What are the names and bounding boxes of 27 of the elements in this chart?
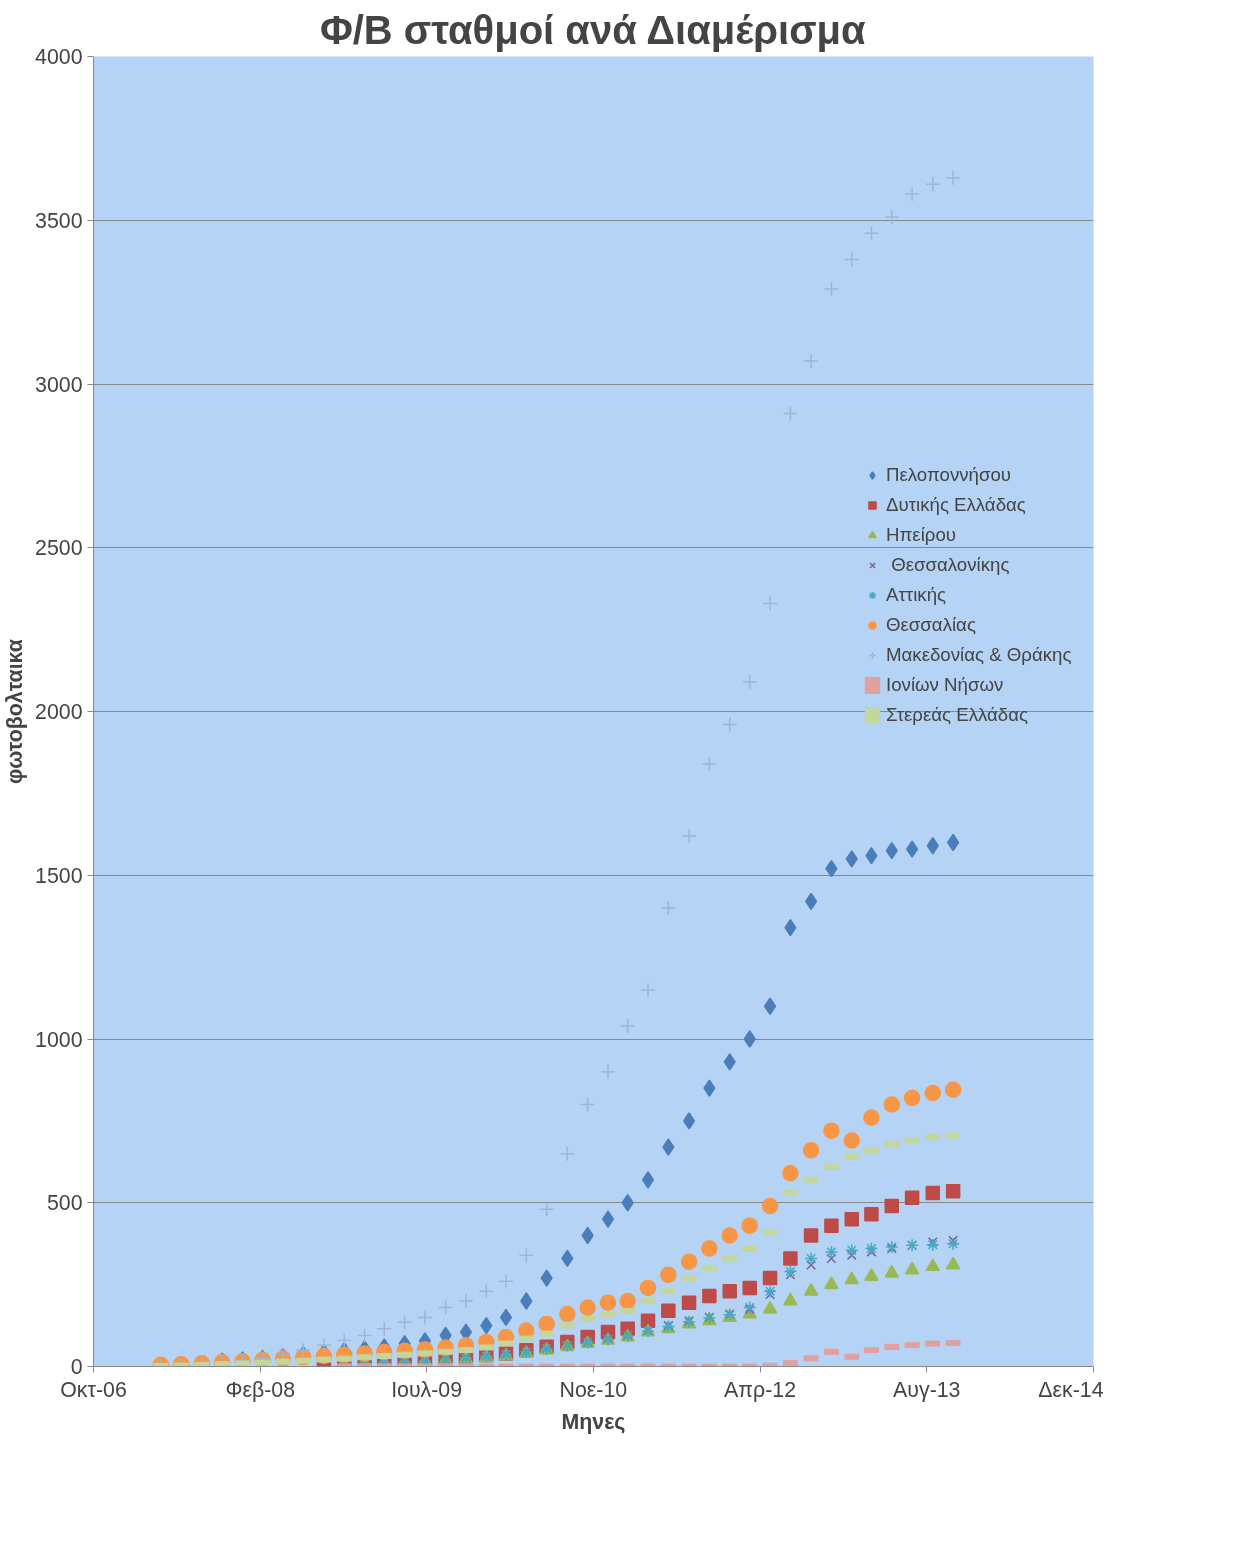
legend-label: Ιονίων Νήσων (886, 674, 1004, 696)
legend-label: Θεσσαλονίκης (890, 554, 1010, 576)
legend-label: Θεσσαλίας (886, 614, 976, 636)
y-axis-title: φωτοβολταικα (3, 639, 28, 784)
x-axis-title: Μηνες (561, 1409, 626, 1434)
x-tick-label: Νοε-10 (559, 1377, 628, 1402)
y-tick-label: 2500 (35, 536, 83, 561)
legend-label: Πελοποννήσου (886, 464, 1012, 486)
legend-label: Δυτικής Ελλάδας (886, 494, 1026, 516)
x-tick-label: Δεκ-14 (1038, 1377, 1104, 1402)
legend-label: Μακεδονίας & Θράκης (886, 644, 1072, 666)
x-tick-label: Ιουλ-09 (391, 1377, 463, 1402)
x-tick-label: Αυγ-13 (893, 1377, 961, 1402)
x-tick-label: Απρ-12 (724, 1377, 797, 1402)
y-tick-label: 1500 (35, 863, 83, 888)
chart-title: Φ/Β σταθμοί ανά Διαμέρισμα (319, 7, 867, 52)
y-tick-label: 0 (70, 1355, 83, 1379)
x-tick-label: Φεβ-08 (225, 1377, 296, 1402)
x-tick-label: Οκτ-06 (60, 1377, 127, 1402)
y-tick-label: 2000 (35, 700, 83, 724)
legend-label: Αττικής (886, 584, 947, 606)
y-tick-label: 3500 (35, 208, 83, 233)
y-tick-label: 1000 (35, 1027, 83, 1052)
y-tick-label: 4000 (35, 45, 83, 69)
y-tick-label: 500 (46, 1191, 83, 1216)
y-tick-label: 3000 (35, 372, 83, 397)
legend-label: Ηπείρου (886, 524, 956, 546)
